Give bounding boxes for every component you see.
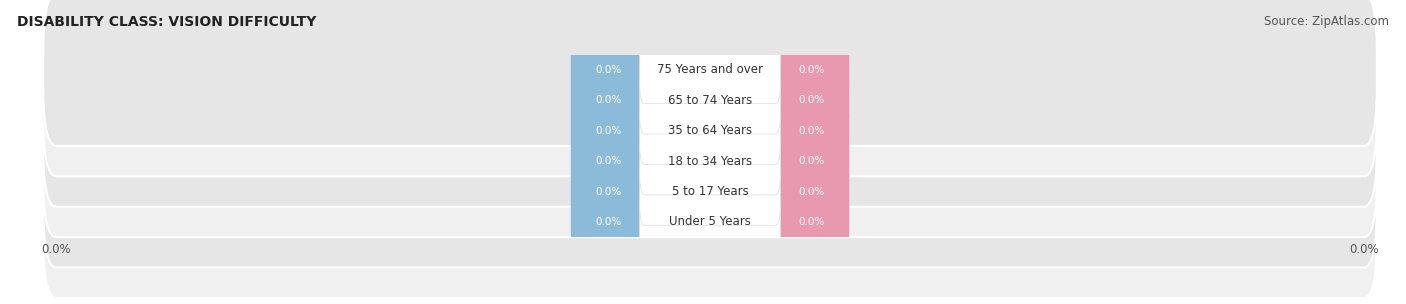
FancyBboxPatch shape [640,188,780,256]
FancyBboxPatch shape [44,0,1376,146]
FancyBboxPatch shape [773,158,849,225]
FancyBboxPatch shape [44,146,1376,298]
Text: 75 Years and over: 75 Years and over [657,64,763,76]
Text: 0.0%: 0.0% [596,217,621,227]
FancyBboxPatch shape [773,97,849,164]
Text: 0.0%: 0.0% [799,65,824,75]
FancyBboxPatch shape [571,127,647,195]
FancyBboxPatch shape [44,24,1376,176]
FancyBboxPatch shape [640,97,780,164]
FancyBboxPatch shape [773,188,849,256]
Text: DISABILITY CLASS: VISION DIFFICULTY: DISABILITY CLASS: VISION DIFFICULTY [17,15,316,29]
FancyBboxPatch shape [571,36,647,104]
FancyBboxPatch shape [640,67,780,134]
Text: 5 to 17 Years: 5 to 17 Years [672,185,748,198]
FancyBboxPatch shape [773,127,849,195]
Text: 0.0%: 0.0% [799,95,824,105]
Text: 18 to 34 Years: 18 to 34 Years [668,155,752,168]
FancyBboxPatch shape [44,55,1376,207]
FancyBboxPatch shape [571,188,647,256]
FancyBboxPatch shape [773,36,849,104]
Text: 0.0%: 0.0% [799,156,824,166]
Text: 0.0%: 0.0% [596,187,621,196]
Text: 0.0%: 0.0% [596,65,621,75]
FancyBboxPatch shape [571,67,647,134]
Text: 0.0%: 0.0% [799,126,824,136]
FancyBboxPatch shape [571,158,647,225]
FancyBboxPatch shape [44,116,1376,268]
Text: 0.0%: 0.0% [596,126,621,136]
Text: Source: ZipAtlas.com: Source: ZipAtlas.com [1264,15,1389,28]
FancyBboxPatch shape [640,158,780,225]
Text: Under 5 Years: Under 5 Years [669,216,751,228]
FancyBboxPatch shape [640,36,780,104]
Text: 65 to 74 Years: 65 to 74 Years [668,94,752,107]
FancyBboxPatch shape [571,97,647,164]
Text: 0.0%: 0.0% [799,217,824,227]
Text: 0.0%: 0.0% [596,95,621,105]
Text: 0.0%: 0.0% [596,156,621,166]
FancyBboxPatch shape [44,85,1376,237]
FancyBboxPatch shape [773,67,849,134]
FancyBboxPatch shape [640,127,780,195]
Text: 35 to 64 Years: 35 to 64 Years [668,124,752,137]
Text: 0.0%: 0.0% [799,187,824,196]
